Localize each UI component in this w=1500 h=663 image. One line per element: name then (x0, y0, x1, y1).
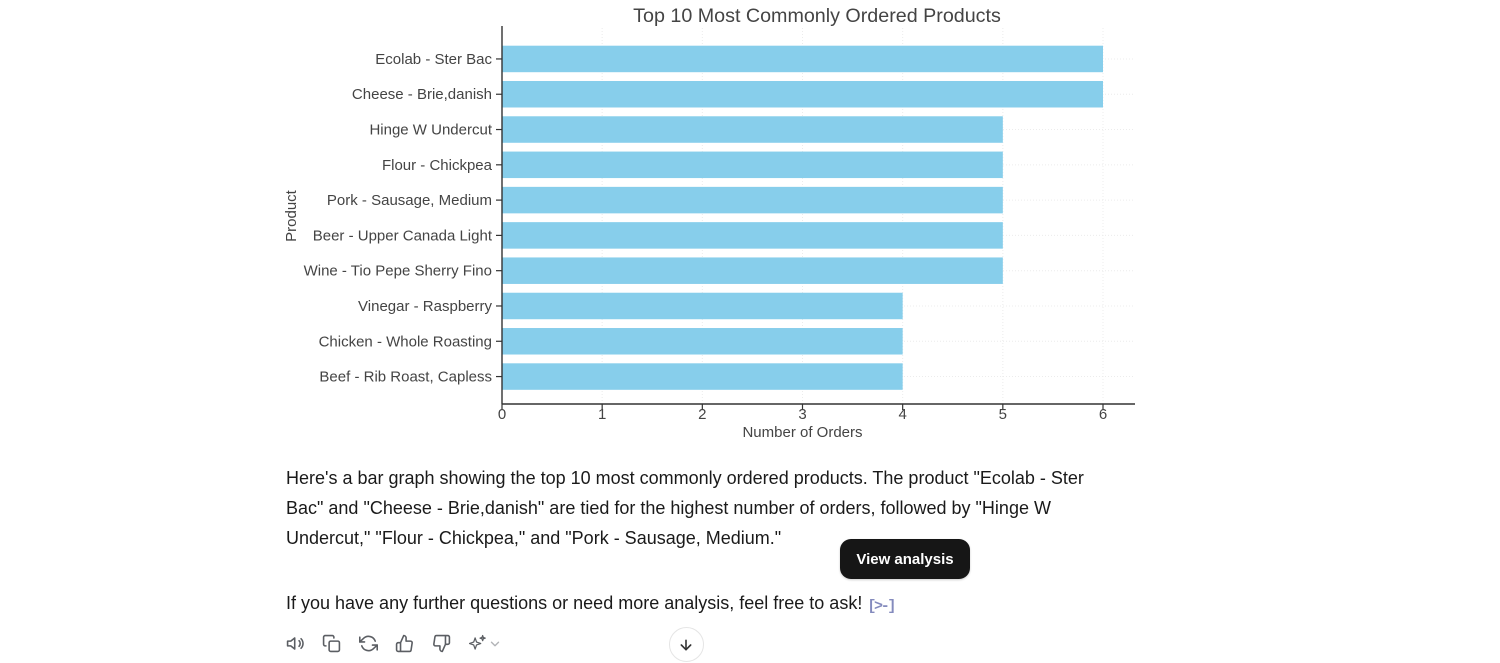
svg-text:Beer - Upper Canada Light: Beer - Upper Canada Light (313, 227, 493, 244)
svg-text:1: 1 (598, 406, 606, 423)
svg-text:Number of Orders: Number of Orders (742, 424, 862, 441)
svg-text:5: 5 (999, 406, 1007, 423)
svg-text:0: 0 (498, 406, 506, 423)
svg-text:Cheese - Brie,danish: Cheese - Brie,danish (352, 86, 492, 103)
svg-text:Wine - Tio Pepe Sherry Fino: Wine - Tio Pepe Sherry Fino (304, 263, 492, 280)
svg-text:Beef - Rib Roast, Capless: Beef - Rib Roast, Capless (319, 369, 492, 386)
svg-text:Ecolab - Ster Bac: Ecolab - Ster Bac (375, 51, 492, 68)
svg-text:Flour - Chickpea: Flour - Chickpea (382, 157, 493, 174)
svg-text:Product: Product (283, 189, 300, 242)
svg-text:6: 6 (1099, 406, 1107, 423)
svg-text:Pork - Sausage, Medium: Pork - Sausage, Medium (327, 192, 492, 209)
svg-text:3: 3 (798, 406, 806, 423)
svg-text:Hinge W Undercut: Hinge W Undercut (369, 122, 492, 139)
svg-text:Chicken - Whole Roasting: Chicken - Whole Roasting (319, 333, 492, 350)
svg-text:Vinegar - Raspberry: Vinegar - Raspberry (358, 298, 492, 315)
svg-text:Top 10 Most Commonly Ordered P: Top 10 Most Commonly Ordered Products (633, 5, 1001, 27)
svg-text:4: 4 (898, 406, 906, 423)
svg-text:2: 2 (698, 406, 706, 423)
